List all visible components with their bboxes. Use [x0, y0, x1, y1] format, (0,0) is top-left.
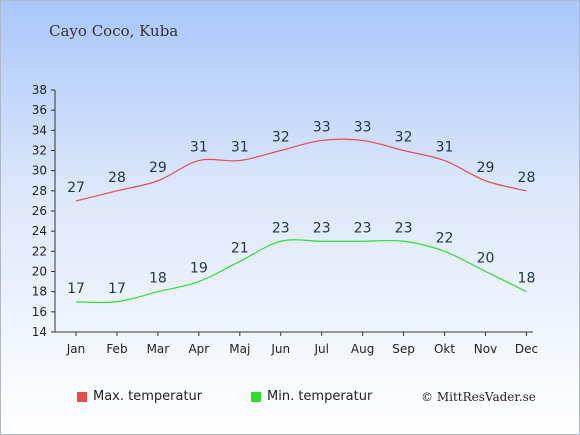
x-tick-label: Jun — [270, 342, 290, 356]
y-tick-label: 38 — [32, 83, 47, 97]
x-tick-label: Apr — [188, 342, 209, 356]
data-label-max: 33 — [313, 119, 331, 135]
series-line-max — [75, 138, 527, 202]
data-label-max: 31 — [190, 140, 208, 156]
y-tick-label: 30 — [32, 164, 47, 178]
data-label-max: 31 — [231, 140, 249, 156]
legend-max-swatch — [77, 391, 87, 402]
legend-min-label: Min. temperatur — [267, 389, 373, 404]
y-tick-label: 14 — [32, 325, 47, 339]
y-tick-label: 32 — [32, 144, 47, 158]
series-line-min — [75, 239, 527, 304]
data-label-min: 21 — [231, 240, 249, 256]
credit-text: © MittResVader.se — [421, 390, 536, 404]
data-label-max: 32 — [272, 130, 290, 146]
y-tick-label: 16 — [32, 305, 47, 319]
data-label-min: 17 — [67, 281, 85, 297]
data-label-min: 20 — [477, 251, 495, 267]
x-tick-label: Jan — [66, 342, 86, 356]
data-label-max: 28 — [108, 170, 126, 186]
y-tick-label: 34 — [32, 123, 47, 137]
data-label-max: 33 — [354, 119, 372, 135]
data-label-max: 32 — [395, 130, 413, 146]
data-label-max: 29 — [477, 160, 495, 176]
y-tick-label: 20 — [32, 265, 47, 279]
x-tick-label: Nov — [474, 342, 497, 356]
chart-title: Cayo Coco, Kuba — [49, 22, 179, 40]
data-label-min: 23 — [354, 220, 372, 236]
y-tick-label: 22 — [32, 244, 47, 258]
y-tick-label: 28 — [32, 184, 47, 198]
legend-min: Min. temperatur — [251, 389, 372, 404]
data-label-max: 28 — [518, 170, 536, 186]
y-tick-label: 18 — [32, 285, 47, 299]
y-tick-label: 24 — [32, 224, 47, 238]
data-label-min: 22 — [436, 230, 454, 246]
legend-max-label: Max. temperatur — [93, 389, 203, 404]
y-tick-label: 26 — [32, 204, 47, 218]
data-label-max: 29 — [149, 160, 167, 176]
x-tick-label: Jul — [313, 342, 328, 356]
x-tick-label: Sep — [392, 342, 415, 356]
legend-min-swatch — [251, 391, 261, 402]
x-tick-label: Dec — [515, 342, 538, 356]
data-label-max: 31 — [436, 140, 454, 156]
x-tick-label: Okt — [434, 342, 455, 356]
data-label-min: 18 — [518, 271, 536, 287]
data-label-min: 19 — [190, 261, 208, 277]
data-label-min: 17 — [108, 281, 126, 297]
data-label-max: 27 — [67, 180, 85, 196]
data-label-min: 18 — [149, 271, 167, 287]
x-tick-label: Mar — [147, 342, 170, 356]
legend-max: Max. temperatur — [77, 389, 202, 404]
data-label-min: 23 — [395, 220, 413, 236]
x-tick-label: Feb — [106, 342, 127, 356]
y-tick-label: 36 — [32, 103, 47, 117]
x-tick-label: Maj — [229, 342, 250, 356]
data-label-min: 23 — [272, 220, 290, 236]
x-tick-label: Aug — [351, 342, 374, 356]
data-label-min: 23 — [313, 220, 331, 236]
